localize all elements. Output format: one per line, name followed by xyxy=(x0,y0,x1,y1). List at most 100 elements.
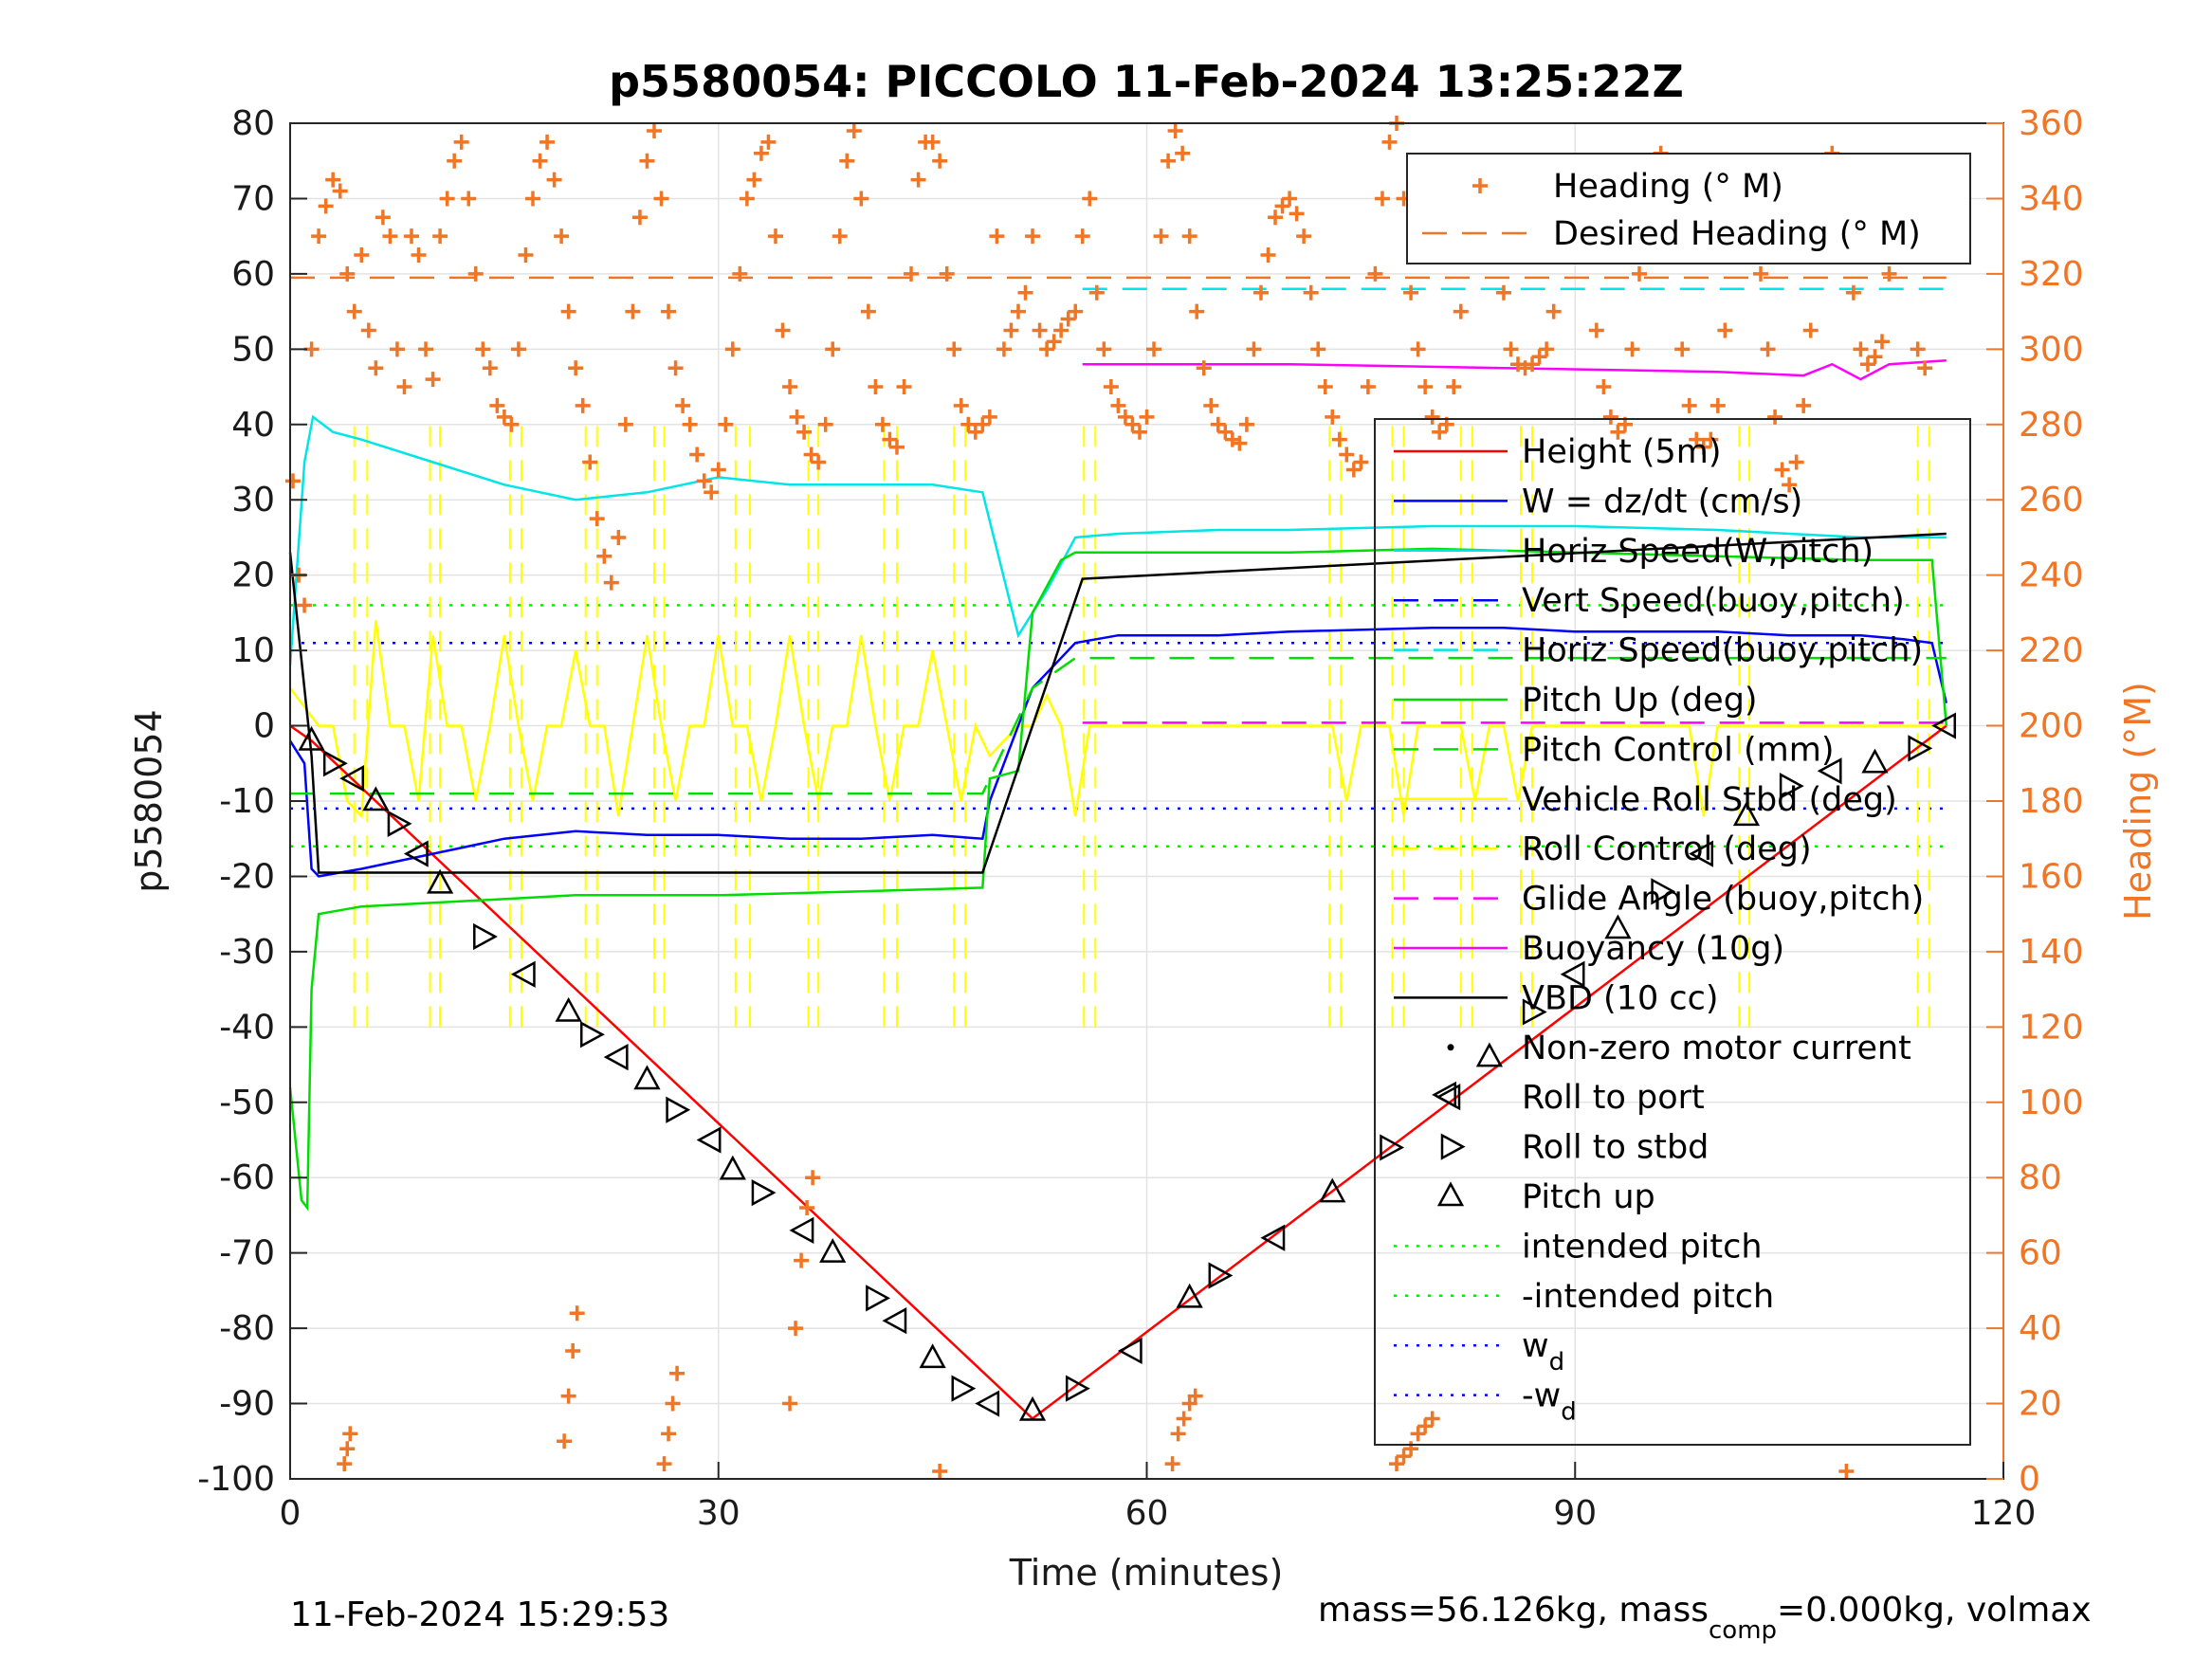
heading-point xyxy=(447,153,463,169)
heading-point xyxy=(1432,424,1448,440)
heading-point xyxy=(811,454,827,470)
height-marker xyxy=(427,868,454,894)
heading-point xyxy=(625,303,641,319)
heading-point xyxy=(1674,341,1691,357)
y-tick-label: 30 xyxy=(231,481,275,520)
y-tick-label: -10 xyxy=(219,782,275,821)
heading-point xyxy=(1503,341,1519,357)
y-tick-label: -20 xyxy=(219,857,275,896)
heading-point xyxy=(782,1395,798,1412)
heading-point xyxy=(589,511,605,527)
heading-point xyxy=(565,1342,581,1358)
series-vehicle-roll-stbd-deg xyxy=(289,620,1947,819)
heading-point xyxy=(1339,447,1355,463)
y2-tick-label: 320 xyxy=(2019,255,2084,294)
heading-point xyxy=(496,409,512,425)
heading-point xyxy=(425,372,441,388)
x-tick-label: 0 xyxy=(280,1494,302,1533)
heading-point xyxy=(1232,435,1248,451)
heading-point xyxy=(1260,247,1276,264)
heading-point xyxy=(1131,424,1147,440)
heading-point xyxy=(1910,341,1926,357)
legend-label-intended-pitch: intended pitch xyxy=(1522,1228,1763,1266)
heading-point xyxy=(603,574,619,591)
series-horiz-speed-w-pitch xyxy=(288,414,1947,666)
heading-point xyxy=(796,424,813,440)
heading-point xyxy=(775,322,791,338)
heading-point xyxy=(389,341,405,357)
legend-main: Height (5m) W = dz/dt (cm/s) Horiz Speed(W… xyxy=(1374,418,1971,1446)
heading-point xyxy=(489,397,505,413)
heading-point xyxy=(665,1395,681,1412)
heading-point xyxy=(557,1433,573,1449)
footer-timestamp: 11-Feb-2024 15:29:53 xyxy=(290,1595,669,1634)
y-tick-label: -60 xyxy=(219,1158,275,1197)
heading-point xyxy=(461,191,477,207)
heading-point xyxy=(560,1388,576,1404)
legend-label-horiz-speed-buoy-pitch: Horiz Speed(buoy,pitch) xyxy=(1522,632,1923,670)
heading-point xyxy=(1110,397,1126,413)
height-marker xyxy=(1732,801,1761,827)
height-marker xyxy=(1208,1262,1234,1289)
heading-point xyxy=(1325,409,1341,425)
heading-point xyxy=(661,1426,677,1442)
heading-point xyxy=(1417,379,1434,395)
y2-tick-label: 120 xyxy=(2019,1008,2084,1047)
heading-point xyxy=(739,191,755,207)
y-tick-label: 50 xyxy=(231,330,275,369)
heading-point xyxy=(1796,397,1812,413)
y2-tick-label: 180 xyxy=(2019,782,2084,821)
heading-point xyxy=(554,228,570,245)
heading-point xyxy=(546,172,562,188)
heading-point xyxy=(1881,265,1897,282)
heading-point xyxy=(653,191,669,207)
legend-swatch xyxy=(1436,1181,1465,1207)
heading-point xyxy=(832,228,848,245)
heading-point xyxy=(1782,477,1798,493)
legend-heading: Heading (° M) Desired Heading (° M) xyxy=(1406,153,1971,264)
legend-swatch xyxy=(1472,178,1488,193)
heading-point xyxy=(518,247,534,264)
heading-point xyxy=(1767,409,1783,425)
heading-point xyxy=(1610,424,1626,440)
heading-point xyxy=(1602,409,1618,425)
heading-point xyxy=(354,247,370,264)
y2-tick-label: 60 xyxy=(2019,1234,2062,1273)
heading-point xyxy=(1161,153,1177,169)
height-marker xyxy=(819,1238,847,1263)
heading-point xyxy=(1181,228,1197,245)
y-tick-label: 70 xyxy=(231,179,275,218)
y-tick-label: -100 xyxy=(197,1460,275,1499)
height-marker xyxy=(1604,914,1632,939)
heading-point xyxy=(789,409,805,425)
y-tick-label: 60 xyxy=(231,255,275,294)
heading-point xyxy=(1074,228,1090,245)
y2-tick-label: 20 xyxy=(2019,1385,2062,1424)
heading-point xyxy=(799,1200,815,1215)
heading-point xyxy=(1331,431,1347,447)
heading-point xyxy=(332,183,348,199)
legend-label-roll-control-deg: Roll Control (deg) xyxy=(1522,830,1812,868)
heading-point xyxy=(718,416,734,432)
legend-label-pitch-up: Pitch up xyxy=(1522,1178,1655,1216)
heading-point xyxy=(611,529,627,545)
heading-point xyxy=(403,228,419,245)
heading-point xyxy=(1032,322,1048,338)
height-marker xyxy=(1651,878,1676,905)
heading-point xyxy=(318,198,334,214)
legend-label-glide-angle-buoy-pitch: Glide Angle (buoy,pitch) xyxy=(1522,881,1924,919)
heading-point xyxy=(375,210,391,226)
heading-point xyxy=(868,379,884,395)
heading-point xyxy=(1139,409,1155,425)
height-marker xyxy=(1861,748,1889,774)
heading-point xyxy=(453,134,469,150)
heading-point xyxy=(1545,303,1562,319)
height-marker xyxy=(322,750,348,777)
y2-tick-label: 360 xyxy=(2019,104,2084,143)
y2-tick-label: 160 xyxy=(2019,857,2084,896)
height-marker xyxy=(696,1126,722,1154)
heading-point xyxy=(888,439,905,455)
heading-point xyxy=(1274,198,1290,214)
y-tick-label: 0 xyxy=(253,707,275,746)
